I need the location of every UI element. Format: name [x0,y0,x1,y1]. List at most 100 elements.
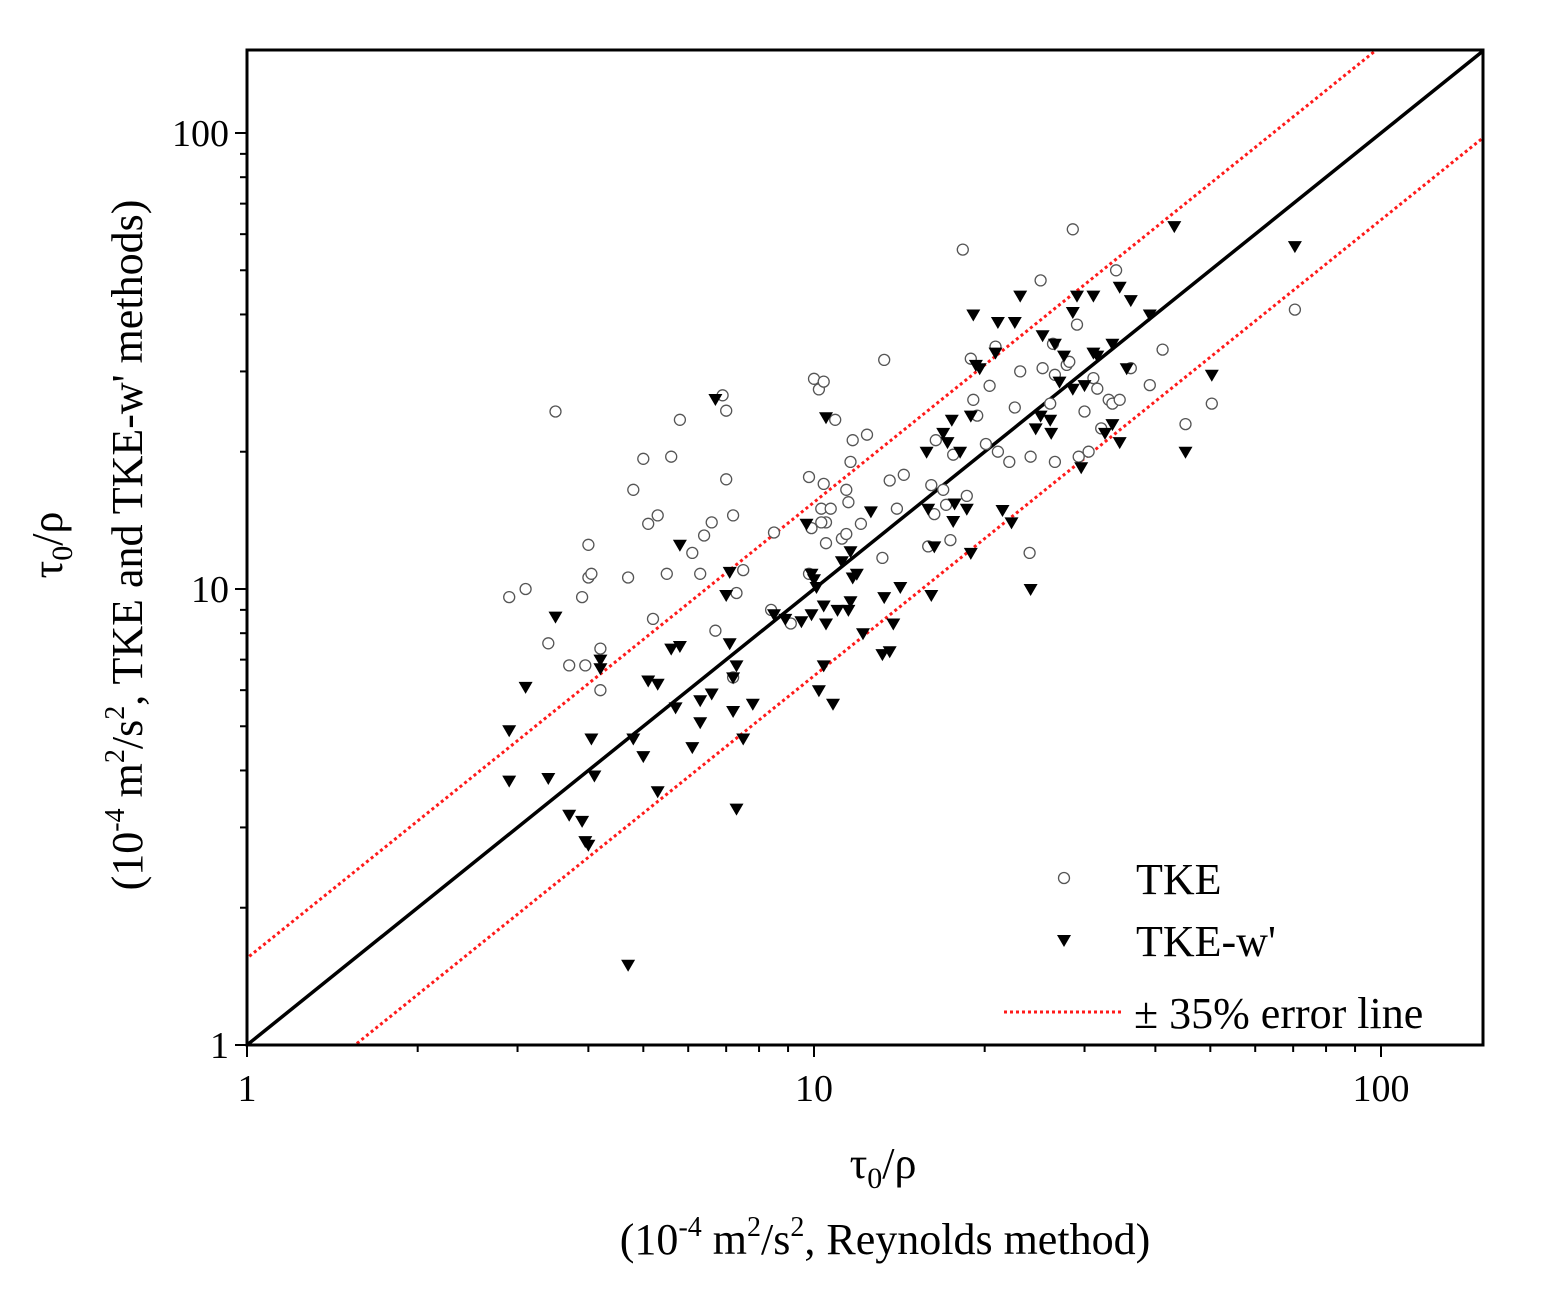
tke-point [944,533,957,547]
tke-w-point [1105,338,1120,351]
tke-point [1288,303,1302,316]
tke-w-point [972,363,987,376]
tke-point [1023,546,1036,560]
tke-point [651,509,664,522]
tke-w-point [811,685,826,698]
tke-point [1109,264,1123,277]
tke-w-point [966,309,981,322]
tke-w-point [778,613,793,626]
tke-point [579,659,592,672]
tke-point [594,684,607,697]
tke-w-point [1007,317,1022,329]
tke-point [1078,405,1091,418]
tke-w-point [584,733,599,746]
tke-w-point [562,809,577,822]
tke-w-point [1065,383,1080,396]
tke-w-point [587,770,602,783]
tke-w-point [672,641,687,653]
plus-35-error-line [247,50,1379,961]
tke-w-point [830,604,845,617]
tke-w-point [693,717,708,730]
tke-point [1014,365,1027,378]
tke-point [967,393,980,406]
y-tick-label: 100 [172,113,229,155]
tke-w-point [708,394,723,406]
tke-w-point [664,643,679,656]
tke-w-point [1204,369,1219,382]
tke-point [563,659,576,672]
legend-tke-label: TKE [1136,855,1222,904]
tke-point [883,474,896,487]
tke-point [720,404,733,417]
tke-point [686,546,699,560]
tke-w-point [736,733,751,746]
tke-w-point [1004,517,1019,530]
tke-point [817,477,830,491]
tke-w-point [799,518,814,531]
tke-w-point [804,609,819,622]
tke-w-point [650,678,665,691]
tke-point [673,413,687,426]
tke-point [726,509,740,522]
tke-w-point [794,616,809,629]
tke-point [897,468,910,481]
tke-w-point [722,566,737,579]
tke-point [637,452,650,465]
tke-point [737,563,750,577]
tke-w-point [877,592,892,605]
tke-point [829,413,842,426]
tke-point [937,483,950,496]
tke-point [890,502,904,515]
tke-point [1034,274,1047,287]
tke-w-point [893,582,908,594]
tke-w-point [990,317,1005,329]
tke-point [844,455,857,469]
tke-point [665,450,678,463]
tke-w-point [1167,221,1182,234]
tke-w-point [886,618,901,631]
tke-w-point [593,654,608,667]
tke-w-point [816,660,831,673]
tke-w-point [927,541,942,554]
tke-point [842,496,855,509]
tke-point [1179,417,1192,431]
tke-point [519,582,532,596]
tke-point [1143,378,1156,392]
tke-point [802,470,816,484]
tke-point [1091,382,1104,395]
legend-error-line-label: ± 35% error line [1134,989,1423,1038]
tke-point [1008,401,1021,414]
tke-w-point [919,446,934,459]
tke-w-series [502,221,1302,972]
tke-w-point [1287,241,1302,254]
tke-w-point [548,611,563,624]
tke-w-point [856,628,870,641]
tke-point [642,517,655,530]
tke-w-point [1074,462,1089,475]
tke-w-point [1013,290,1028,303]
y-tick-label: 10 [191,569,229,611]
plot-frame [245,48,1485,1047]
tke-w-point [704,688,719,701]
legend-tke-w-marker [1057,935,1071,947]
tke-w-point [729,803,744,816]
tke-w-point [575,815,590,828]
tke-w-point [1142,309,1157,322]
tke-point [621,571,635,584]
y-axis-title-line1: τ0/ρ [23,512,79,579]
tke-w-point [1105,419,1120,432]
tke-point [575,590,589,604]
tke-w-point [693,695,708,708]
tke-w-point [1047,338,1062,351]
tke-point [1024,450,1037,463]
tke-point [817,375,830,388]
one-to-one-line [247,50,1483,1045]
tke-point [1003,455,1016,469]
tke-w-point [641,675,656,688]
tke-point [956,243,969,256]
x-axis: 1 10 100 [238,1045,1410,1110]
tke-w-point [875,649,890,662]
x-tick-label: 10 [795,1068,833,1110]
tke-w-point [995,505,1010,517]
